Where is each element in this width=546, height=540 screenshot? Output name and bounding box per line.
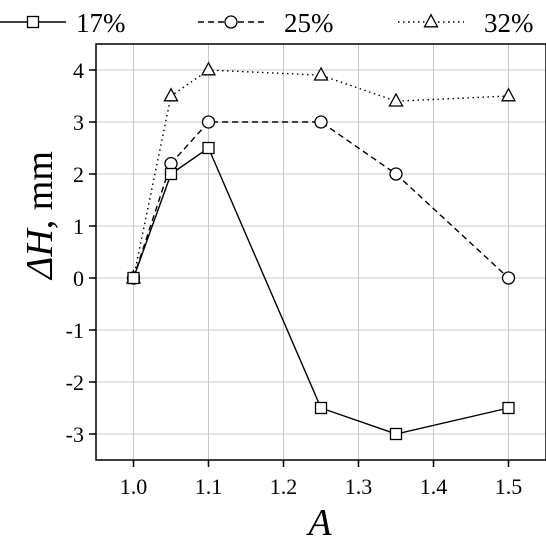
x-axis-title: A [305,502,332,540]
x-tick-label: 1.0 [120,474,148,499]
ticks [89,69,510,467]
legend-marker [423,13,439,28]
x-tick-label: 1.4 [420,474,448,499]
data-point [164,156,178,171]
legend-marker [224,15,238,29]
y-tick-label: 1 [73,214,84,239]
data-point [201,115,216,129]
data-point [163,87,179,102]
series-line [132,146,509,435]
legend-label: 32% [484,8,534,38]
y-tick-label: 2 [73,162,84,187]
series-0 [127,141,515,441]
plot-frame [95,43,546,461]
series-line [132,121,509,279]
y-tick-label: 0 [73,266,84,291]
y-axis-title: ΔH, mm [19,151,61,281]
legend-item-0: 17% [0,8,126,38]
x-tick-label: 1.5 [495,474,523,499]
x-tick-label: 1.1 [195,474,223,499]
series-1 [126,115,516,285]
legend-label: 25% [284,8,334,38]
y-tick-label: 4 [73,58,84,83]
tick-labels: 1.0 1.1 1.2 1.3 1.4 1.5 4 3 2 1 0 -1 -2 -3 [66,58,523,499]
data-point [502,401,515,415]
x-tick-label: 1.2 [270,474,298,499]
data-point [313,66,329,81]
data-point [501,271,516,285]
y-tick-label: 3 [73,110,84,135]
data-point [500,87,517,102]
legend-marker [26,15,40,29]
data-point [127,271,140,285]
legend-label: 17% [76,8,126,38]
data-point [164,167,178,181]
data-point [388,92,404,107]
y-tick-label: -1 [66,318,84,343]
x-tick-label: 1.3 [345,474,373,499]
y-tick-label: -3 [66,422,84,447]
y-tick-label: -2 [66,370,84,395]
legend-item-2: 32% [398,8,534,38]
data-point [202,141,215,155]
data-point [389,427,403,441]
grid [96,44,546,460]
legend-item-1: 25% [198,8,334,38]
series-layer [125,61,517,441]
series-2 [125,61,517,284]
data-point [314,401,328,415]
legend: 17% 25% 32% [0,8,534,38]
data-point [200,61,217,76]
y-axis-title-unit: , mm [19,151,61,229]
data-point [314,115,328,129]
data-point [389,167,403,181]
y-axis-title-symbol: ΔH [19,227,61,281]
